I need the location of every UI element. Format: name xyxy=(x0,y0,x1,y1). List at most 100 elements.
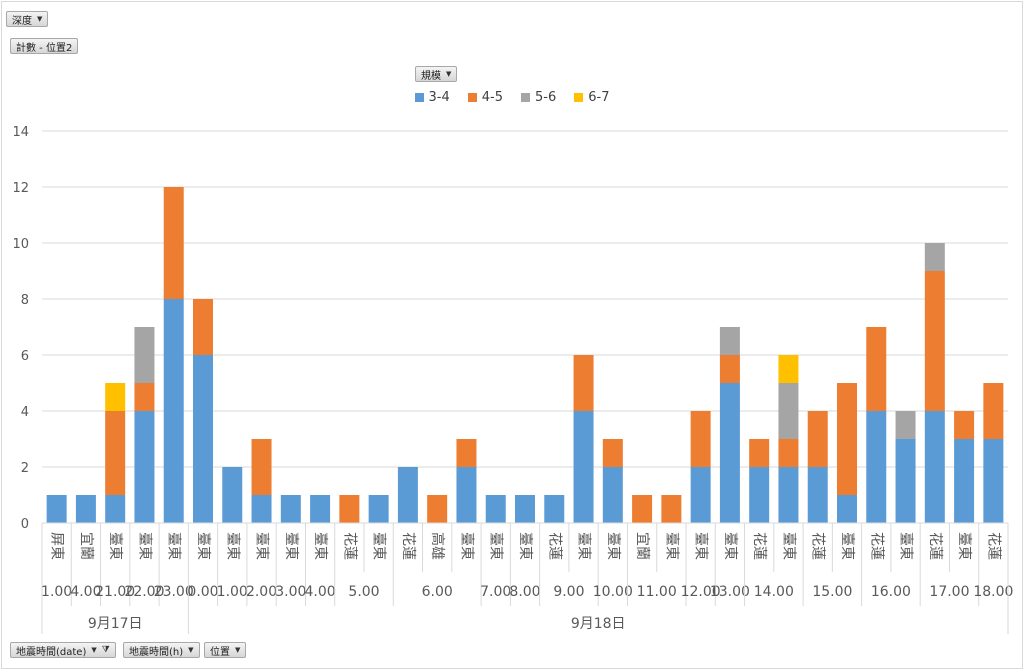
bar-segment[interactable] xyxy=(749,467,770,523)
bar-segment[interactable] xyxy=(339,495,360,523)
bar-segment[interactable] xyxy=(602,439,623,467)
location-label: 花蓮 xyxy=(546,532,562,560)
bar-segment[interactable] xyxy=(807,411,828,467)
legend-item-4-5[interactable]: 4-5 xyxy=(467,90,503,105)
date-field-button[interactable]: 地震時間(date) ▼ ⧩ xyxy=(10,642,116,658)
hour-label: 5.00 xyxy=(348,584,379,600)
bar-segment[interactable] xyxy=(280,495,301,523)
bar-segment[interactable] xyxy=(544,495,565,523)
bar-segment[interactable] xyxy=(456,439,477,467)
bar-segment[interactable] xyxy=(456,467,477,523)
bar-segment[interactable] xyxy=(163,187,184,299)
location-field-button[interactable]: 位置 ▼ xyxy=(204,642,247,658)
bar-segment[interactable] xyxy=(134,327,155,383)
bar-segment[interactable] xyxy=(163,299,184,523)
bar-segment[interactable] xyxy=(924,271,945,411)
bar-segment[interactable] xyxy=(690,467,711,523)
bar-segment[interactable] xyxy=(719,327,740,355)
bar-segment[interactable] xyxy=(661,495,682,523)
depth-filter-button[interactable]: 深度 ▼ xyxy=(6,11,49,27)
y-tick-label: 0 xyxy=(21,517,29,532)
legend-item-6-7[interactable]: 6-7 xyxy=(574,90,609,105)
bar-segment[interactable] xyxy=(251,495,272,523)
filter-icon: ⧩ xyxy=(101,645,110,655)
bar-segment[interactable] xyxy=(749,439,770,467)
location-label: 花蓮 xyxy=(400,532,416,560)
bar-segment[interactable] xyxy=(924,411,945,523)
bar-segment[interactable] xyxy=(485,495,506,523)
measure-field-button[interactable]: 計數 - 位置2 xyxy=(10,38,79,54)
hour-label: 18.00 xyxy=(973,584,1013,600)
legend-label: 4-5 xyxy=(481,90,503,105)
y-tick-label: 12 xyxy=(12,181,29,196)
hour-label: 21.00 xyxy=(95,584,135,600)
hour-label: 10.00 xyxy=(593,584,633,600)
depth-filter-label: 深度 xyxy=(12,15,32,27)
bar-segment[interactable] xyxy=(602,467,623,523)
bar-segment[interactable] xyxy=(719,383,740,523)
chevron-down-icon: ▼ xyxy=(446,70,452,78)
bar-segment[interactable] xyxy=(778,467,799,523)
location-label: 臺東 xyxy=(224,532,240,560)
bar-segment[interactable] xyxy=(807,467,828,523)
bar-segment[interactable] xyxy=(866,327,887,411)
bar-segment[interactable] xyxy=(193,299,213,355)
y-tick-label: 8 xyxy=(21,293,29,308)
location-label: 花蓮 xyxy=(810,532,826,560)
location-label: 宜蘭 xyxy=(78,532,94,560)
legend-item-3-4[interactable]: 3-4 xyxy=(414,90,450,105)
bar-segment[interactable] xyxy=(222,467,243,523)
legend-label: 3-4 xyxy=(428,90,450,105)
bar-segment[interactable] xyxy=(134,383,155,411)
bar-segment[interactable] xyxy=(837,495,857,523)
bar-segment[interactable] xyxy=(46,495,67,523)
bar-segment[interactable] xyxy=(427,495,448,523)
bar-segment[interactable] xyxy=(193,355,213,523)
bar-segment[interactable] xyxy=(983,439,1004,523)
legend-item-5-6[interactable]: 5-6 xyxy=(521,90,556,105)
bar-segment[interactable] xyxy=(105,495,126,523)
bar-segment[interactable] xyxy=(954,439,975,523)
bar-segment[interactable] xyxy=(251,439,272,495)
bar-segment[interactable] xyxy=(105,383,126,411)
hour-label: 0.00 xyxy=(187,584,218,600)
chevron-down-icon: ▼ xyxy=(188,646,194,654)
hour-field-button[interactable]: 地震時間(h) ▼ xyxy=(123,642,200,658)
bar-segment[interactable] xyxy=(837,383,857,495)
y-tick-label: 14 xyxy=(12,125,29,140)
location-label: 臺東 xyxy=(663,532,679,560)
bar-segment[interactable] xyxy=(778,355,799,383)
bar-segment[interactable] xyxy=(105,411,126,495)
bar-segment[interactable] xyxy=(515,495,535,523)
location-label: 花蓮 xyxy=(868,532,884,560)
location-label: 臺東 xyxy=(605,532,621,560)
location-label: 臺東 xyxy=(283,532,299,560)
location-label: 花蓮 xyxy=(341,532,357,560)
bar-segment[interactable] xyxy=(778,383,799,439)
bar-segment[interactable] xyxy=(397,467,418,523)
bar-segment[interactable] xyxy=(895,411,916,439)
bar-segment[interactable] xyxy=(690,411,711,467)
magnitude-filter-button[interactable]: 規模 ▼ xyxy=(415,66,458,82)
bar-segment[interactable] xyxy=(954,411,975,439)
bar-segment[interactable] xyxy=(924,243,945,271)
hour-label: 23.00 xyxy=(154,584,194,600)
bar-segment[interactable] xyxy=(778,439,799,467)
bar-segment[interactable] xyxy=(573,411,594,523)
bar-segment[interactable] xyxy=(983,383,1004,439)
bar-segment[interactable] xyxy=(75,495,96,523)
bar-segment[interactable] xyxy=(895,439,916,523)
legend-label: 6-7 xyxy=(588,90,610,105)
location-label: 臺東 xyxy=(780,532,796,560)
bar-segment[interactable] xyxy=(866,411,887,523)
location-label: 臺東 xyxy=(136,532,152,560)
bar-segment[interactable] xyxy=(719,355,740,383)
date-label: 9月17日 xyxy=(88,616,143,632)
bar-segment[interactable] xyxy=(368,495,389,523)
bar-segment[interactable] xyxy=(632,495,653,523)
bar-segment[interactable] xyxy=(573,355,594,411)
location-label: 臺東 xyxy=(107,532,123,560)
bar-segment[interactable] xyxy=(310,495,331,523)
y-tick-label: 10 xyxy=(12,237,29,252)
bar-segment[interactable] xyxy=(134,411,155,523)
